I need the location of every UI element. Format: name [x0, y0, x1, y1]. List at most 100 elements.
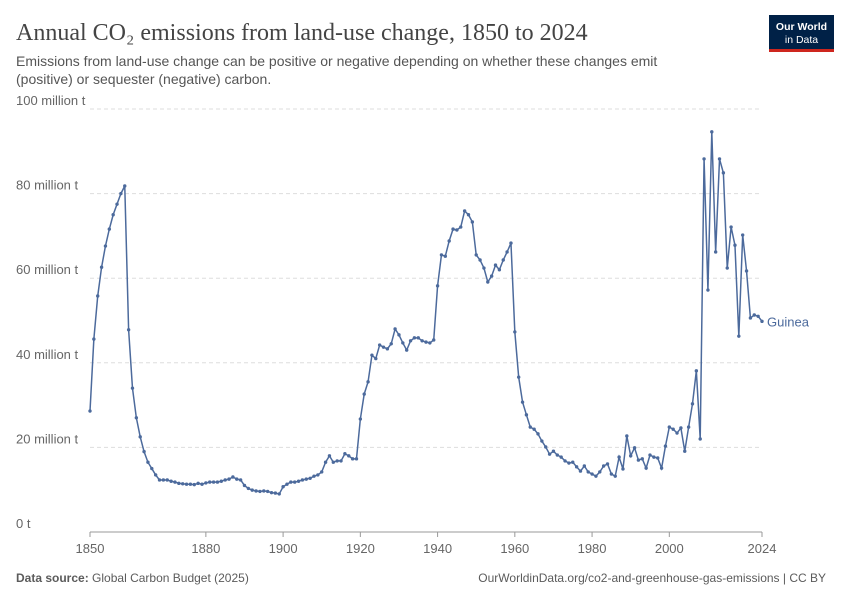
data-point — [628, 454, 633, 458]
data-point — [609, 472, 614, 476]
data-point — [312, 474, 316, 478]
data-point — [296, 479, 301, 483]
data-point — [92, 337, 96, 341]
data-point — [625, 434, 629, 438]
data-point — [656, 456, 660, 460]
data-point — [605, 462, 610, 466]
data-point — [567, 461, 571, 465]
data-point — [250, 488, 254, 492]
logo-box — [769, 15, 834, 51]
source-label: Data source: — [16, 571, 89, 585]
data-point — [644, 466, 648, 470]
footer-link[interactable]: OurWorldinData.org/co2-and-greenhouse-ga… — [478, 571, 826, 585]
data-point — [466, 213, 471, 217]
data-point — [725, 266, 729, 270]
data-point — [586, 470, 590, 474]
data-point — [184, 482, 189, 486]
data-point — [451, 227, 455, 231]
chart-subtitle: Emissions from land-use change can be po… — [16, 53, 657, 87]
data-point — [748, 316, 753, 320]
data-point — [173, 480, 177, 484]
data-point — [667, 425, 672, 429]
data-point — [559, 455, 563, 459]
data-point — [362, 392, 366, 396]
series-label: Guinea — [767, 314, 810, 329]
data-point — [435, 284, 440, 288]
data-point — [339, 459, 343, 463]
data-point — [636, 458, 641, 462]
data-point — [258, 489, 262, 494]
data-point — [729, 225, 733, 229]
data-point — [292, 480, 297, 484]
data-point — [455, 228, 459, 232]
data-point — [416, 336, 420, 340]
x-tick-label: 1850 — [76, 541, 105, 556]
data-point — [671, 427, 675, 431]
data-point — [482, 266, 486, 270]
data-point — [169, 479, 173, 483]
data-point — [740, 233, 745, 237]
y-tick-label: 20 million t — [16, 431, 79, 446]
data-point — [385, 347, 390, 351]
data-point — [350, 457, 355, 461]
data-point — [103, 244, 108, 248]
data-point — [242, 483, 247, 488]
data-point — [505, 250, 509, 254]
data-point — [486, 280, 490, 284]
data-point — [200, 482, 204, 486]
data-point — [327, 454, 332, 458]
data-point — [300, 478, 305, 482]
data-point — [358, 417, 363, 421]
chart-title: Annual CO₂ emissions from land-use chang… — [16, 20, 588, 46]
data-point — [536, 432, 540, 436]
data-point — [165, 478, 169, 482]
data-point — [590, 472, 594, 476]
logo-text: Our World — [776, 21, 827, 33]
data-point — [663, 444, 668, 448]
data-point — [370, 353, 374, 357]
data-point — [640, 457, 644, 461]
data-point — [316, 473, 320, 477]
x-tick-label: 1980 — [578, 541, 607, 556]
data-point — [393, 327, 397, 331]
data-point — [601, 464, 606, 468]
data-point — [621, 467, 625, 471]
x-tick-label: 1880 — [191, 541, 220, 556]
data-point — [563, 459, 567, 463]
data-point — [760, 319, 764, 324]
data-point — [470, 220, 475, 224]
data-point — [204, 481, 208, 485]
data-point — [447, 239, 451, 243]
data-point — [675, 431, 679, 435]
data-point — [227, 477, 231, 481]
data-point — [443, 254, 448, 258]
data-point — [737, 334, 741, 338]
data-point — [493, 263, 498, 267]
data-point — [123, 184, 127, 188]
data-point — [424, 340, 428, 344]
data-point — [509, 241, 513, 245]
data-point — [308, 476, 312, 480]
data-point — [192, 482, 196, 487]
data-point — [196, 481, 200, 486]
data-point — [404, 348, 409, 352]
data-point — [679, 426, 683, 430]
data-point — [489, 274, 494, 278]
y-tick-label: 100 million t — [16, 93, 86, 108]
logo[interactable]: Our World in Data — [769, 15, 834, 52]
data-point — [374, 356, 378, 361]
y-tick-label: 80 million t — [16, 178, 79, 193]
y-tick-label: 0 t — [16, 516, 31, 531]
data-point — [528, 425, 532, 429]
logo-bar — [769, 49, 834, 52]
data-point — [211, 480, 216, 484]
data-point — [146, 460, 150, 464]
data-point — [138, 435, 142, 439]
logo-text: in Data — [785, 34, 818, 46]
series-line — [89, 131, 763, 495]
data-point — [208, 480, 212, 484]
data-point — [347, 454, 351, 458]
data-point — [686, 425, 691, 429]
data-point — [366, 380, 370, 384]
data-point — [277, 492, 281, 496]
